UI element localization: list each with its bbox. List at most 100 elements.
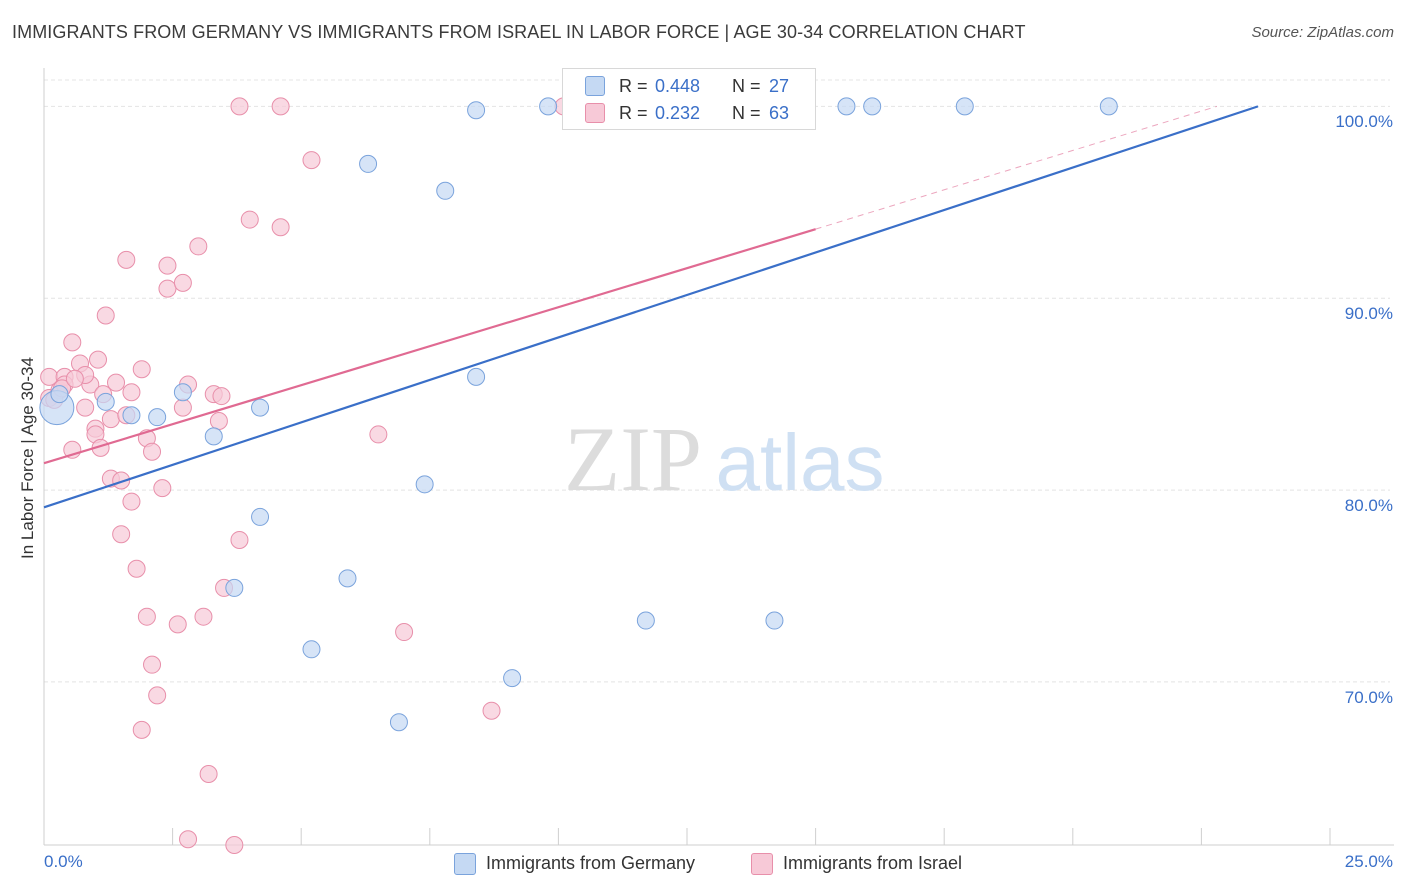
israel-point — [117, 250, 136, 269]
germany-point — [1099, 97, 1118, 116]
israel-point — [173, 398, 192, 417]
legend-r-label: R = — [619, 102, 648, 123]
israel-point — [194, 607, 213, 626]
germany-point — [503, 669, 522, 688]
israel-points — [40, 97, 573, 854]
germany-point — [173, 383, 192, 402]
israel-point — [212, 387, 231, 406]
israel-point — [96, 306, 115, 325]
israel-point — [158, 256, 177, 275]
germany-point — [338, 569, 357, 588]
israel-point — [209, 412, 228, 431]
germany-point — [636, 611, 655, 630]
x-tick-label-max: 25.0% — [1344, 852, 1393, 871]
israel-point — [107, 373, 126, 392]
israel-point — [65, 369, 84, 388]
israel-point — [143, 442, 162, 461]
watermark: ZIP atlas — [564, 408, 884, 510]
chart-title: IMMIGRANTS FROM GERMANY VS IMMIGRANTS FR… — [12, 22, 1026, 42]
israel-point — [127, 559, 146, 578]
israel-point — [122, 383, 141, 402]
israel-point — [132, 720, 151, 739]
israel-point — [173, 273, 192, 292]
israel-point — [112, 471, 131, 490]
germany-point — [204, 427, 223, 446]
trend-lines — [43, 105, 1259, 509]
germany-point — [955, 97, 974, 116]
legend-r-label: R = — [619, 75, 648, 96]
legend-swatch-germany — [585, 76, 605, 96]
israel-point — [189, 237, 208, 256]
israel-point — [482, 701, 501, 720]
legend-r-value-israel: 0.232 — [655, 102, 701, 123]
israel-point — [122, 492, 141, 511]
watermark-atlas: atlas — [716, 418, 885, 507]
israel-point — [369, 425, 388, 444]
israel-point — [395, 623, 414, 642]
germany-point — [302, 640, 321, 659]
germany-points — [39, 97, 1118, 732]
israel-point — [230, 530, 249, 549]
israel-point — [179, 830, 198, 849]
israel-point — [137, 607, 156, 626]
germany-point — [50, 385, 69, 404]
legend-n-value-israel: 63 — [769, 102, 790, 123]
y-tick-label: 100.0% — [1335, 112, 1393, 132]
series-label-germany: Immigrants from Germany — [486, 853, 696, 873]
y-axis-label: In Labor Force | Age 30-34 — [18, 357, 37, 559]
legend-n-label: N = — [732, 75, 761, 96]
legend-n-label: N = — [732, 102, 761, 123]
israel-point — [89, 350, 108, 369]
germany-point — [122, 406, 141, 425]
series-swatch-israel — [751, 853, 773, 875]
israel-point — [112, 525, 131, 544]
legend-swatch-israel — [585, 103, 605, 123]
israel-trend-extension — [815, 105, 1217, 230]
israel-point — [101, 410, 120, 429]
source-label: Source: ZipAtlas.com — [1251, 24, 1394, 41]
israel-point — [168, 615, 187, 634]
germany-point — [148, 408, 167, 427]
germany-trend-line — [43, 105, 1259, 509]
germany-point — [96, 392, 115, 411]
legend-r-value-germany: 0.448 — [655, 75, 701, 96]
israel-point — [143, 655, 162, 674]
y-tick-label: 70.0% — [1344, 687, 1393, 707]
israel-point — [302, 151, 321, 170]
y-tick-label: 80.0% — [1344, 496, 1393, 516]
germany-point — [251, 507, 270, 526]
israel-point — [225, 836, 244, 854]
axes — [43, 68, 1394, 846]
germany-point — [359, 154, 378, 173]
israel-point — [240, 210, 259, 229]
germany-point — [539, 97, 558, 116]
israel-point — [153, 479, 172, 498]
germany-point — [389, 713, 408, 732]
israel-point — [148, 686, 167, 705]
series-label-israel: Immigrants from Israel — [783, 853, 963, 873]
watermark-zip: ZIP — [564, 408, 702, 510]
israel-point — [132, 360, 151, 379]
israel-point — [230, 97, 249, 116]
germany-point — [863, 97, 882, 116]
grid-lines — [44, 79, 1390, 683]
x-tick-label-min: 0.0% — [44, 852, 83, 871]
israel-trend-line — [43, 228, 816, 465]
israel-point — [271, 97, 290, 116]
germany-point — [467, 367, 486, 386]
series-swatch-germany — [454, 853, 476, 875]
germany-point — [251, 398, 270, 417]
israel-point — [76, 398, 95, 417]
israel-point — [199, 765, 218, 784]
israel-point — [271, 218, 290, 237]
y-tick-label: 90.0% — [1344, 304, 1393, 324]
israel-point — [158, 279, 177, 298]
germany-point — [436, 181, 455, 200]
germany-point — [765, 611, 784, 630]
israel-point — [63, 333, 82, 352]
germany-point — [467, 101, 486, 120]
germany-point — [225, 578, 244, 597]
correlation-legend: R = 0.448 N = 27 R = 0.232 N = 63 — [562, 68, 816, 130]
germany-point — [415, 475, 434, 494]
